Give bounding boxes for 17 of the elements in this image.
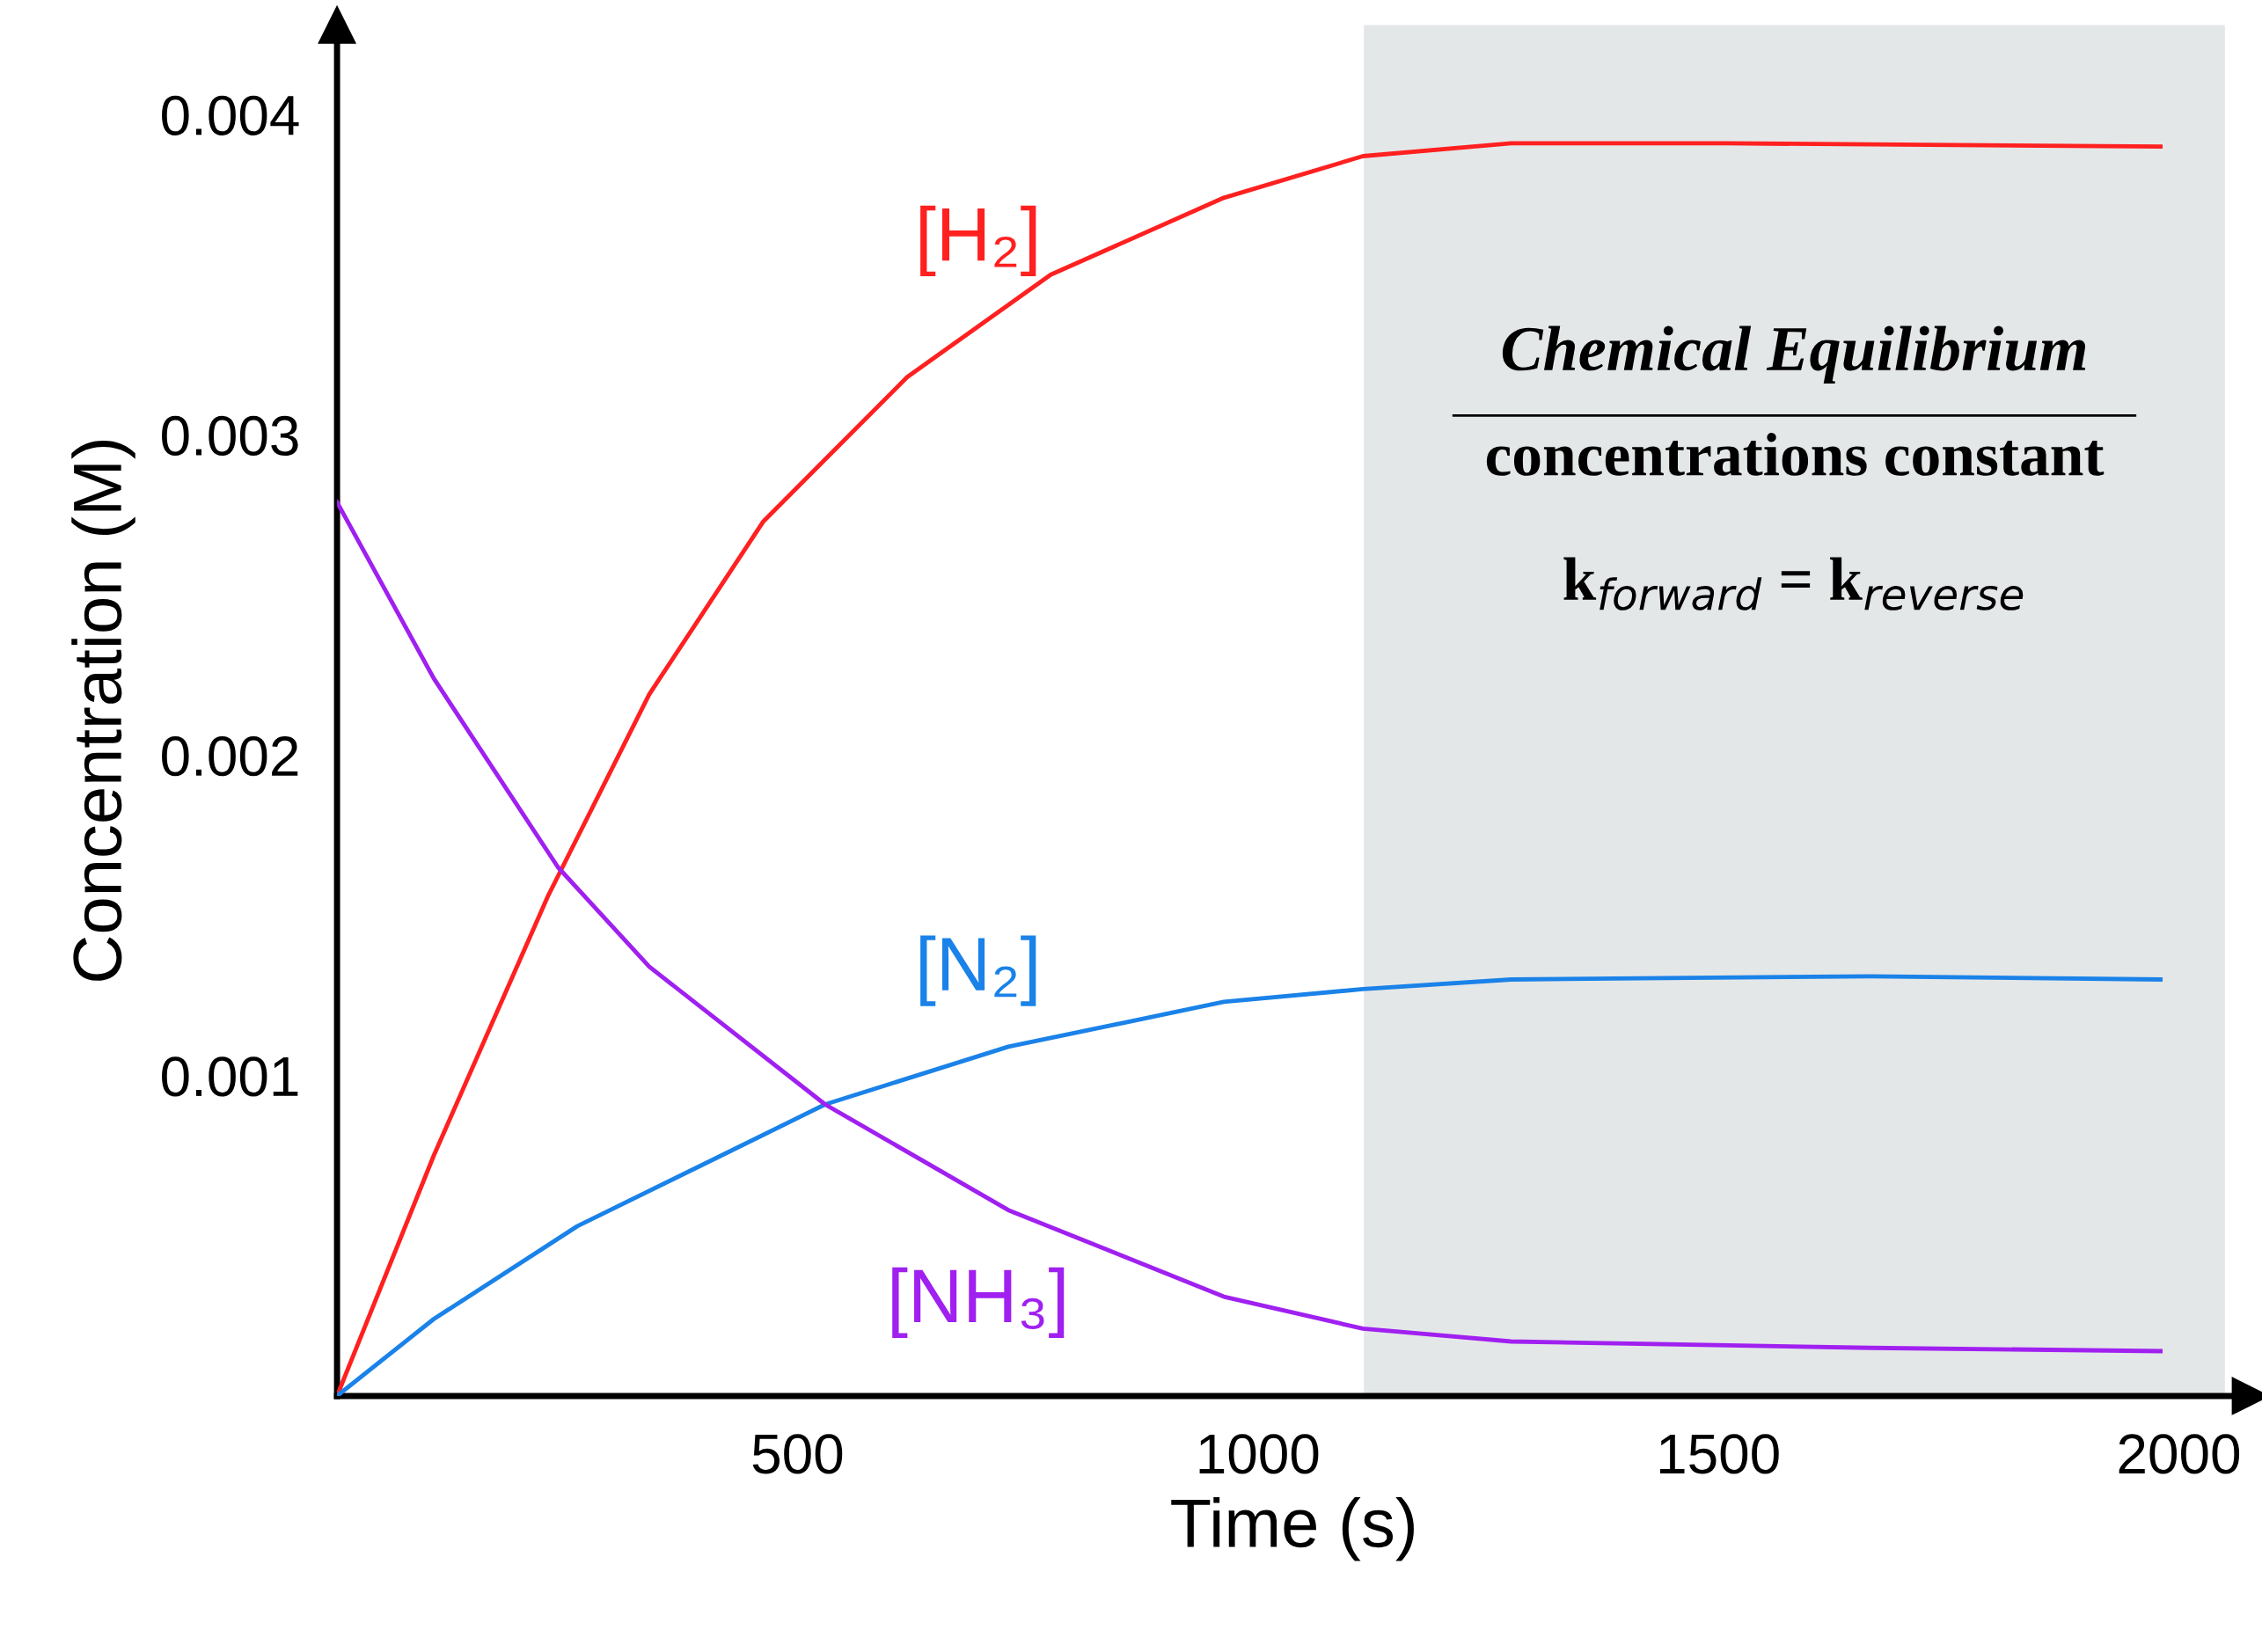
annotation: concentrations constant [1486,432,2105,476]
line-series [337,500,2163,1354]
series-label: [N₂] [920,935,1036,1006]
y-tick-label: 0.001 [162,1056,298,1097]
series-label: [H₂] [920,205,1036,277]
band-label: Chemical Equilibrium [1502,325,2086,384]
y-tick-label: 0.004 [162,95,299,135]
y-tick-label: 0.003 [162,415,298,457]
x-tick-label: 500 [752,1434,843,1474]
y-axis-title: Concentration (M) [71,441,135,981]
annotation: k$_{forward}$ = k$_{reverse}$ [1563,557,2024,610]
x-tick-label: 1000 [1199,1434,1319,1474]
x-tick-label: 2000 [2119,1434,2240,1474]
x-axis-title: Time (s) [1171,1497,1414,1561]
x-tick-label: 1500 [1659,1434,1779,1474]
y-tick-label: 0.002 [162,736,298,777]
series-label: [NH₃] [892,1267,1065,1338]
